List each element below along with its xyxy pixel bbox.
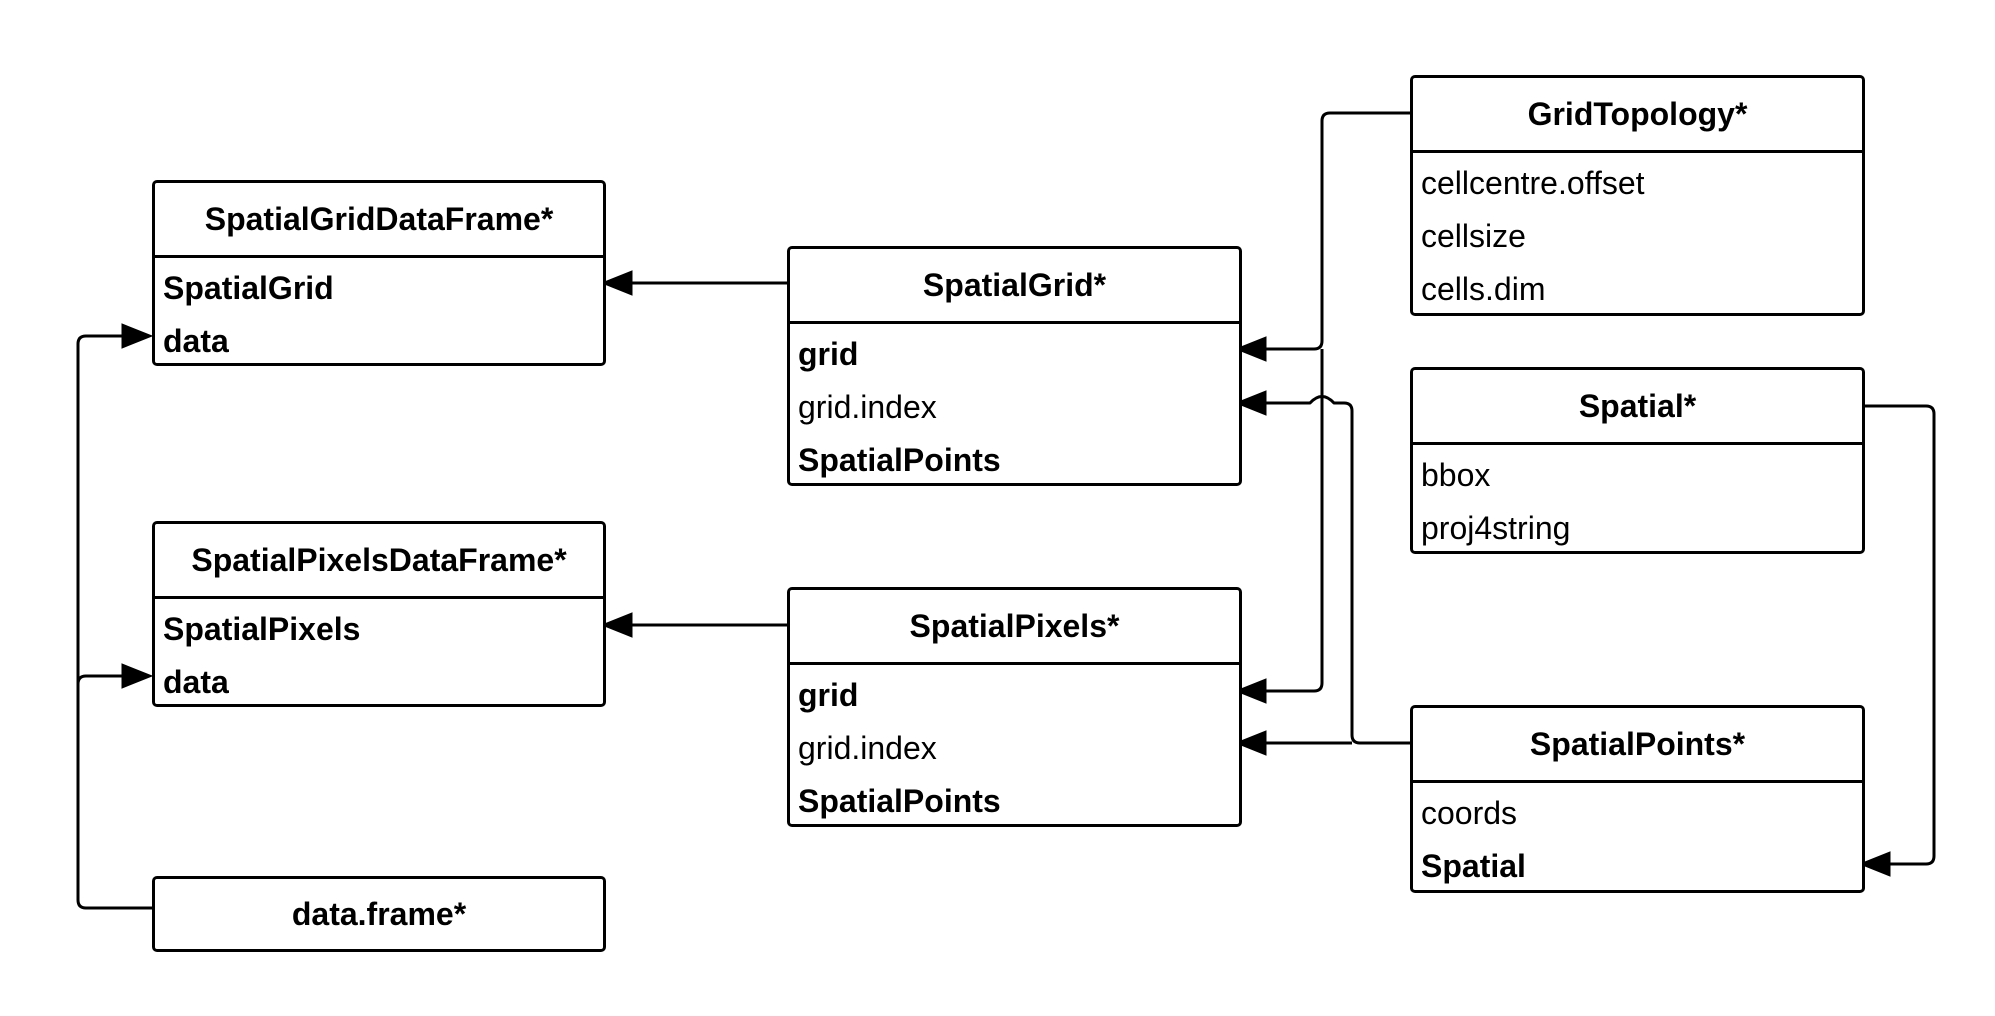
class-title: SpatialGridDataFrame*: [155, 183, 603, 258]
field-spatialpixels: SpatialPixels: [163, 611, 361, 647]
field-data: data: [163, 323, 229, 359]
field-proj4string: proj4string: [1421, 510, 1571, 546]
field-cells-dim: cells.dim: [1421, 271, 1546, 307]
field-grid: grid: [798, 677, 859, 713]
field-cellcentre-offset: cellcentre.offset: [1421, 165, 1645, 201]
class-spatialpixels: SpatialPixels* grid grid.index SpatialPo…: [787, 587, 1242, 827]
edge-dataframe-to-data: [76, 674, 152, 910]
class-title: SpatialPixels*: [790, 590, 1239, 665]
arrowhead-spdf-spatialpixels: [600, 612, 633, 638]
field-bbox: bbox: [1421, 457, 1491, 493]
field-spatialpoints: SpatialPoints: [798, 442, 1001, 478]
arrowhead-sgdf-spatialgrid: [600, 270, 633, 296]
edge-spatialpoints-to-gridindex: [1250, 395, 1410, 745]
edge-gridtopology-to-grid: [1250, 111, 1410, 351]
field-grid-index: grid.index: [798, 730, 937, 766]
field-coords: coords: [1421, 795, 1518, 831]
field-grid: grid: [798, 336, 859, 372]
arrowhead-spatialpixels-grid: [1234, 678, 1267, 704]
class-spatialpoints: SpatialPoints* coords Spatial: [1410, 705, 1865, 893]
arrowhead-spatialgrid-gridindex: [1234, 390, 1267, 416]
class-title: SpatialPoints*: [1413, 708, 1862, 783]
class-spatialpixelsdataframe: SpatialPixelsDataFrame* SpatialPixels da…: [152, 521, 606, 707]
class-title: data.frame*: [291, 895, 467, 932]
arrowhead-spatialpoints-spatial: [1858, 851, 1891, 877]
class-dataframe: data.frame*: [152, 876, 606, 952]
edge-dataframe-to-sgdf-data: [76, 334, 134, 684]
field-data: data: [163, 664, 229, 700]
class-title: SpatialPixelsDataFrame*: [155, 524, 603, 599]
field-spatialpoints: SpatialPoints: [798, 783, 1001, 819]
edge-spatial-to-spatialpoints: [1856, 404, 1936, 866]
class-title: GridTopology*: [1413, 78, 1862, 153]
class-spatial: Spatial* bbox proj4string: [1410, 367, 1865, 554]
class-spatialgrid: SpatialGrid* grid grid.index SpatialPoin…: [787, 246, 1242, 486]
field-spatialgrid: SpatialGrid: [163, 270, 334, 306]
field-cellsize: cellsize: [1421, 218, 1526, 254]
field-spatial: Spatial: [1421, 848, 1526, 884]
class-title: SpatialGrid*: [790, 249, 1239, 324]
class-title: Spatial*: [1413, 370, 1862, 445]
edge-gridtopology-to-pixels-grid: [1250, 349, 1324, 693]
class-spatialgriddataframe: SpatialGridDataFrame* SpatialGrid data: [152, 180, 606, 366]
arrowhead-spatialgrid-grid: [1234, 336, 1267, 362]
class-gridtopology: GridTopology* cellcentre.offset cellsize…: [1410, 75, 1865, 316]
arrowhead-spdf-data: [121, 663, 154, 689]
arrowhead-sgdf-data: [121, 323, 154, 349]
arrowhead-spatialpixels-gridindex: [1234, 730, 1267, 756]
field-grid-index: grid.index: [798, 389, 937, 425]
